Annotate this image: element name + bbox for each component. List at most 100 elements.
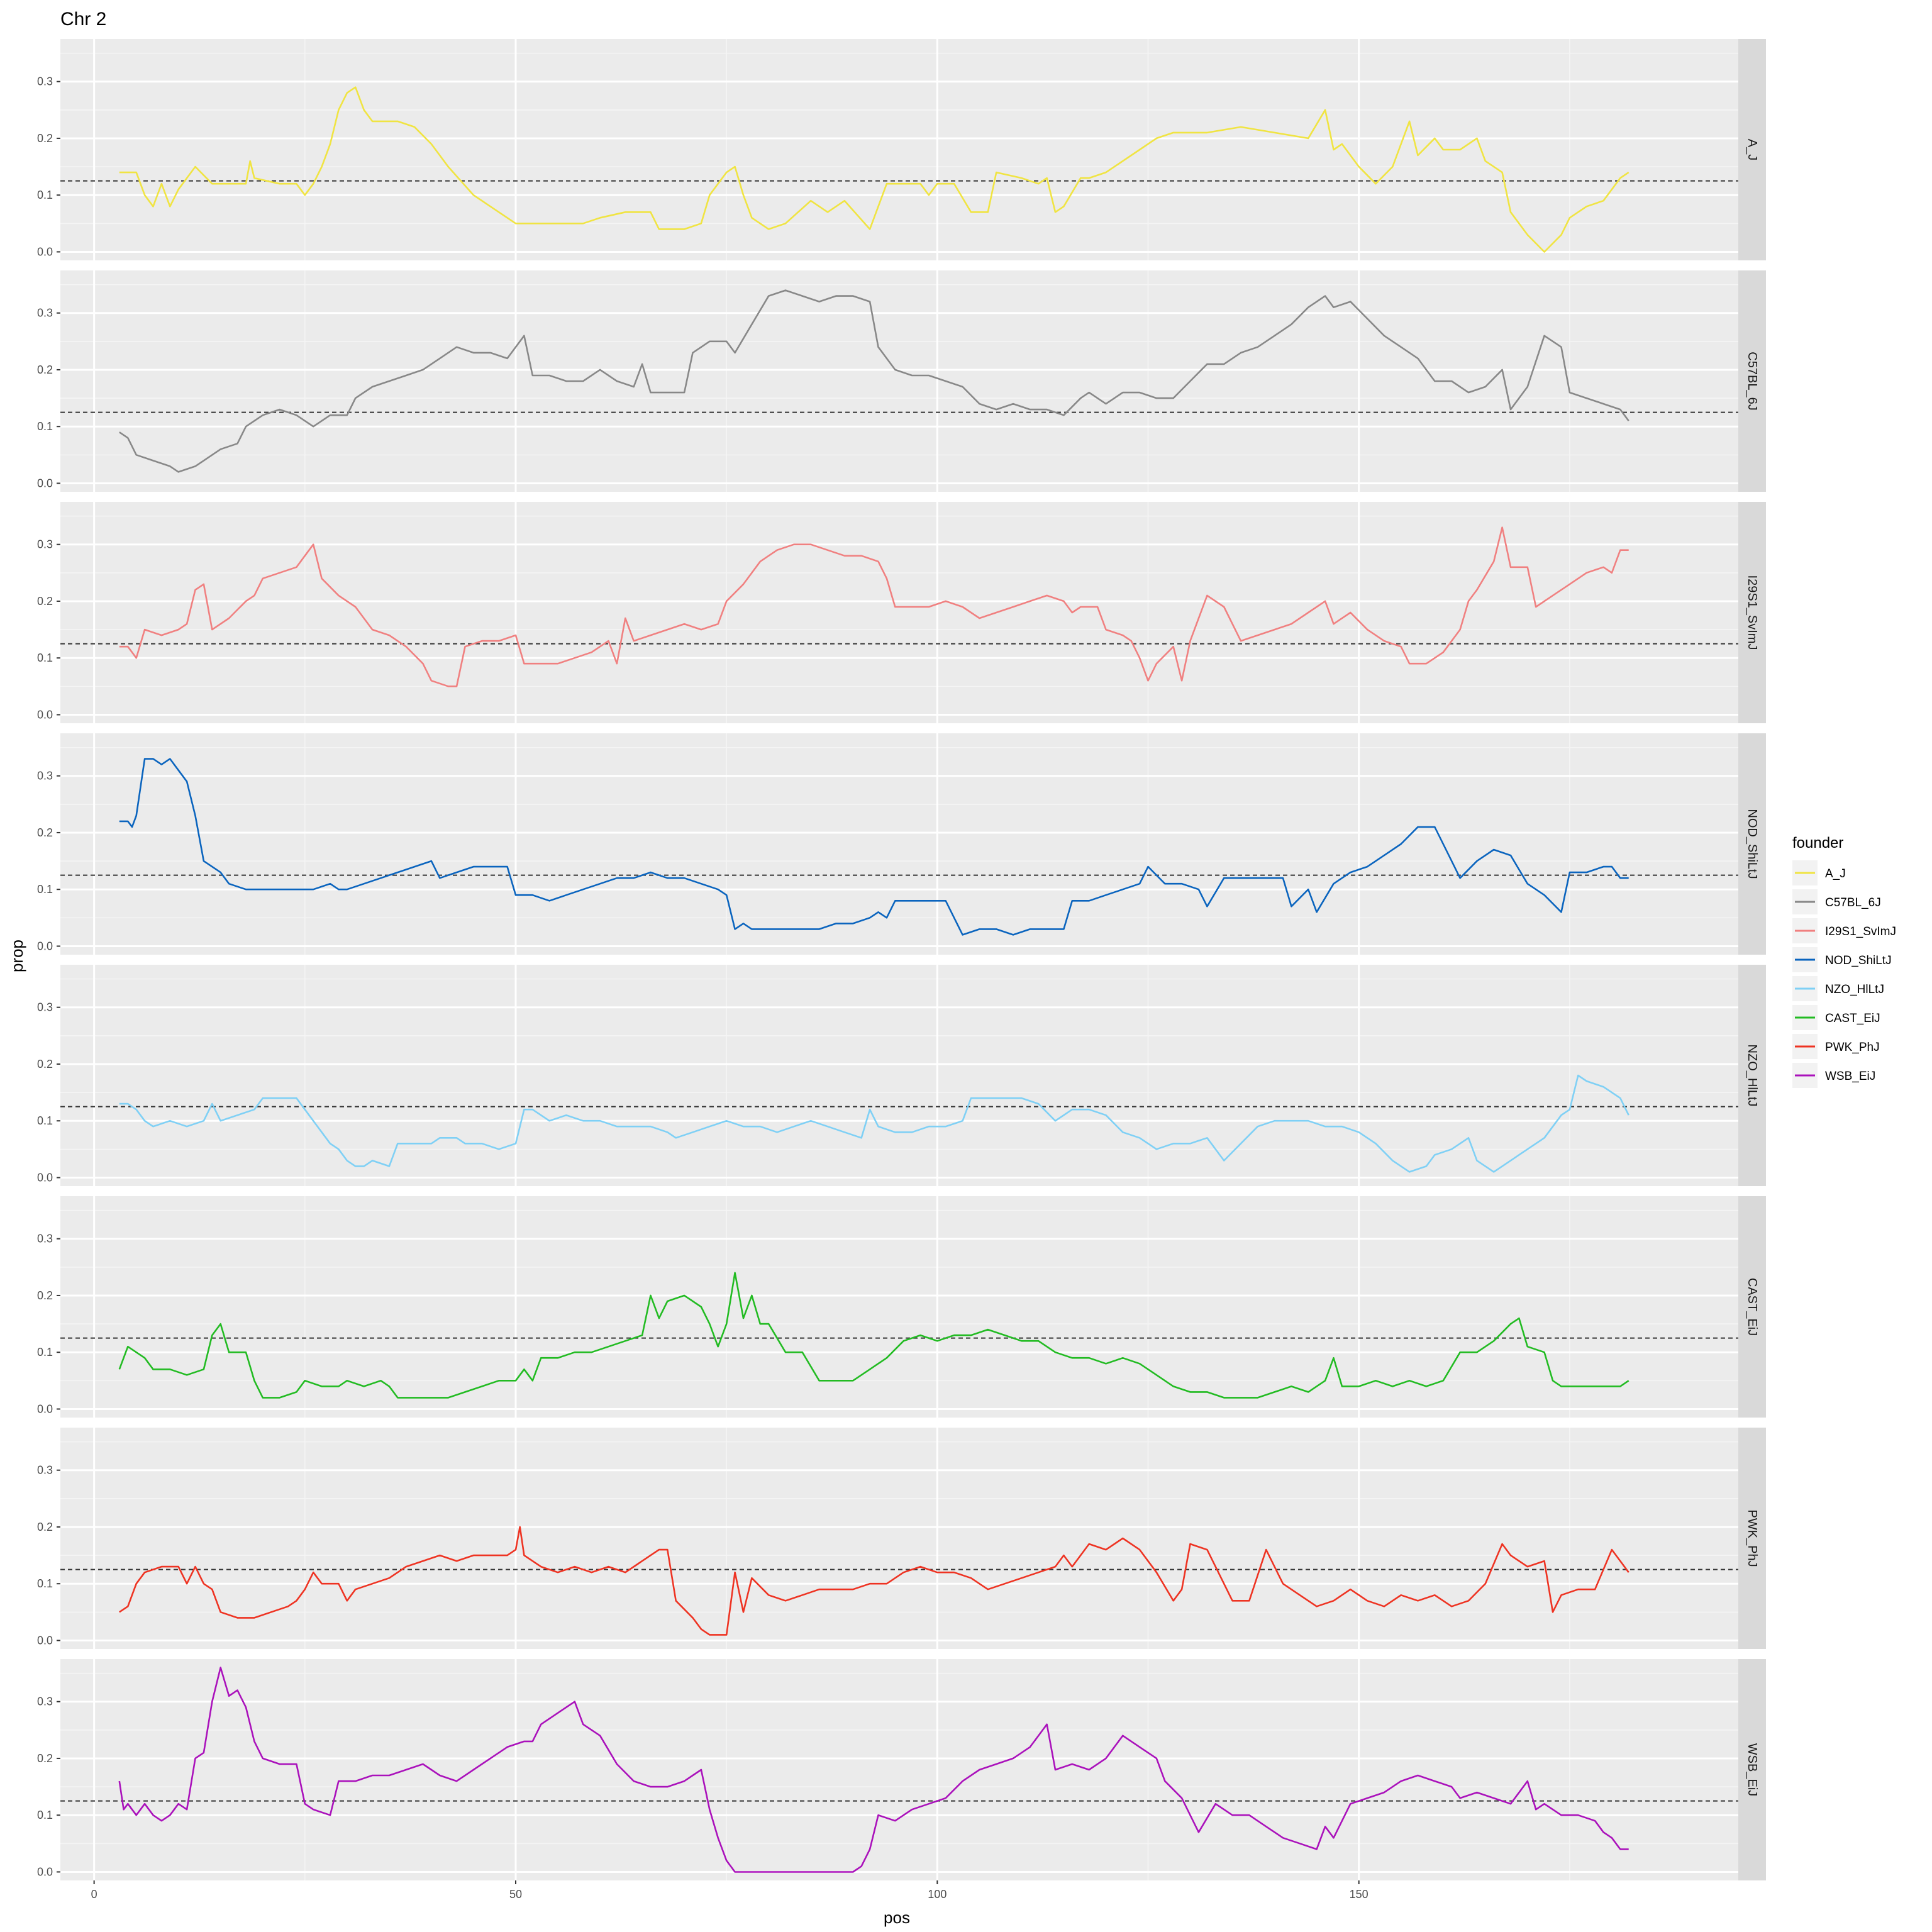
y-tick-label: 0.2 [37, 1752, 53, 1765]
series-line [119, 1074, 1629, 1173]
y-tick-label: 0.3 [37, 538, 53, 551]
facet-strip [1738, 270, 1766, 492]
x-axis-title: pos [884, 1908, 910, 1927]
y-tick-label: 0.3 [37, 1696, 53, 1708]
y-tick-label: 0.3 [37, 75, 53, 88]
facet-strip [1738, 1196, 1766, 1418]
y-tick-label: 0.1 [37, 1577, 53, 1590]
legend-item: CAST_EiJ [1792, 1005, 1880, 1030]
facet-strip [1738, 39, 1766, 260]
y-tick-label: 0.1 [37, 1114, 53, 1127]
series-line [118, 1667, 1629, 1873]
facet-strip-label: WSB_EiJ [1745, 1743, 1759, 1796]
y-tick-label: 0.3 [37, 1464, 53, 1477]
legend-label: WSB_EiJ [1825, 1070, 1875, 1083]
panel-background [60, 1659, 1738, 1880]
legend-label: C57BL_6J [1825, 896, 1881, 909]
panel-background [60, 39, 1738, 260]
x-tick-label: 150 [1350, 1888, 1368, 1901]
series-line [119, 526, 1629, 687]
legend-label: I29S1_SvImJ [1825, 925, 1896, 938]
y-tick-label: 0.3 [37, 1233, 53, 1245]
y-tick-label: 0.3 [37, 1001, 53, 1014]
y-axis-title: prop [8, 940, 26, 972]
x-tick-label: 0 [91, 1888, 97, 1901]
y-tick-label: 0.2 [37, 1521, 53, 1533]
y-tick-label: 0.0 [37, 1634, 53, 1646]
legend-label: PWK_PhJ [1825, 1041, 1880, 1054]
facet-strip [1738, 1659, 1766, 1880]
y-tick-label: 0.1 [37, 883, 53, 896]
legend-label: NOD_ShiLtJ [1825, 954, 1892, 967]
legend-item: C57BL_6J [1792, 889, 1881, 914]
y-tick-label: 0.2 [37, 364, 53, 376]
series-line [118, 1272, 1629, 1399]
facet-strip [1738, 502, 1766, 723]
legend-item: I29S1_SvImJ [1792, 918, 1896, 943]
y-tick-label: 0.0 [37, 245, 53, 258]
facet-panel: 0.0 0.1 0.2 0.3 C57BL_6J [37, 270, 1766, 492]
facet-panel: 0.0 0.1 0.2 0.3 A_J [37, 39, 1766, 260]
y-tick-label: 0.1 [37, 1809, 53, 1821]
y-tick-label: 0.0 [37, 1171, 53, 1184]
facet-strip-label: CAST_EiJ [1745, 1278, 1759, 1336]
y-tick-label: 0.0 [37, 708, 53, 721]
y-tick-label: 0.1 [37, 189, 53, 201]
x-tick-label: 50 [509, 1888, 522, 1901]
legend-item: A_J [1792, 860, 1846, 886]
legend-label: CAST_EiJ [1825, 1012, 1880, 1025]
y-tick-label: 0.0 [37, 940, 53, 952]
legend-item: NOD_ShiLtJ [1792, 947, 1892, 972]
facet-strip [1738, 965, 1766, 1186]
legend-item: NZO_HlLtJ [1792, 976, 1884, 1001]
panel-background [60, 270, 1738, 492]
panel-background [60, 1196, 1738, 1418]
series-line [119, 289, 1629, 473]
y-tick-label: 0.0 [37, 477, 53, 489]
legend-label: NZO_HlLtJ [1825, 983, 1884, 996]
legend: founder A_J C57BL_6J I29S1_SvImJ NOD_ShiLtJ… [1792, 835, 1896, 1088]
panel-background [60, 502, 1738, 723]
y-tick-label: 0.2 [37, 1289, 53, 1302]
y-tick-label: 0.1 [37, 1346, 53, 1358]
facet-panel: 0.0 0.1 0.2 0.3 NOD_ShiLtJ [37, 733, 1766, 955]
facet-panel: 0.0 0.1 0.2 0.3 PWK_PhJ [37, 1428, 1766, 1649]
y-tick-label: 0.2 [37, 826, 53, 839]
facet-strip-label: NZO_HlLtJ [1745, 1045, 1759, 1107]
facet-panel: 0.0 0.1 0.2 0.3 WSB_EiJ [37, 1659, 1766, 1880]
y-tick-label: 0.3 [37, 307, 53, 319]
legend-title: founder [1792, 835, 1843, 852]
chart-title: Chr 2 [60, 9, 106, 30]
series-line [119, 1526, 1629, 1636]
legend-label: A_J [1825, 867, 1846, 880]
series-line [119, 758, 1629, 936]
y-tick-label: 0.3 [37, 770, 53, 782]
facet-strip [1738, 733, 1766, 955]
y-tick-label: 0.2 [37, 595, 53, 608]
facet-strip-label: NOD_ShiLtJ [1745, 809, 1759, 879]
facet-strip-label: I29S1_SvImJ [1745, 575, 1759, 650]
series-line [119, 86, 1629, 253]
facet-strip-label: C57BL_6J [1745, 352, 1759, 410]
facet-panels: 0.00.10.20.3A_J0.00.10.20.3C57BL_6J0.00.… [37, 39, 1766, 1880]
panel-background [60, 965, 1738, 1186]
panel-background [60, 733, 1738, 955]
x-axis: 0 50 100 150 [91, 1880, 1368, 1901]
y-tick-label: 0.0 [37, 1865, 53, 1878]
y-tick-label: 0.2 [37, 132, 53, 145]
x-tick-label: 100 [928, 1888, 947, 1901]
facet-strip-label: A_J [1745, 139, 1759, 160]
y-tick-label: 0.2 [37, 1058, 53, 1070]
facet-strip-label: PWK_PhJ [1745, 1509, 1759, 1567]
facet-panel: 0.0 0.1 0.2 0.3 NZO_HlLtJ [37, 965, 1766, 1186]
facet-panel: 0.0 0.1 0.2 0.3 CAST_EiJ [37, 1196, 1766, 1418]
facet-panel: 0.0 0.1 0.2 0.3 I29S1_SvImJ [37, 502, 1766, 723]
y-tick-label: 0.0 [37, 1402, 53, 1415]
panel-background [60, 1428, 1738, 1649]
y-tick-label: 0.1 [37, 652, 53, 664]
y-tick-label: 0.1 [37, 420, 53, 433]
legend-item: WSB_EiJ [1792, 1063, 1875, 1088]
legend-item: PWK_PhJ [1792, 1034, 1880, 1059]
